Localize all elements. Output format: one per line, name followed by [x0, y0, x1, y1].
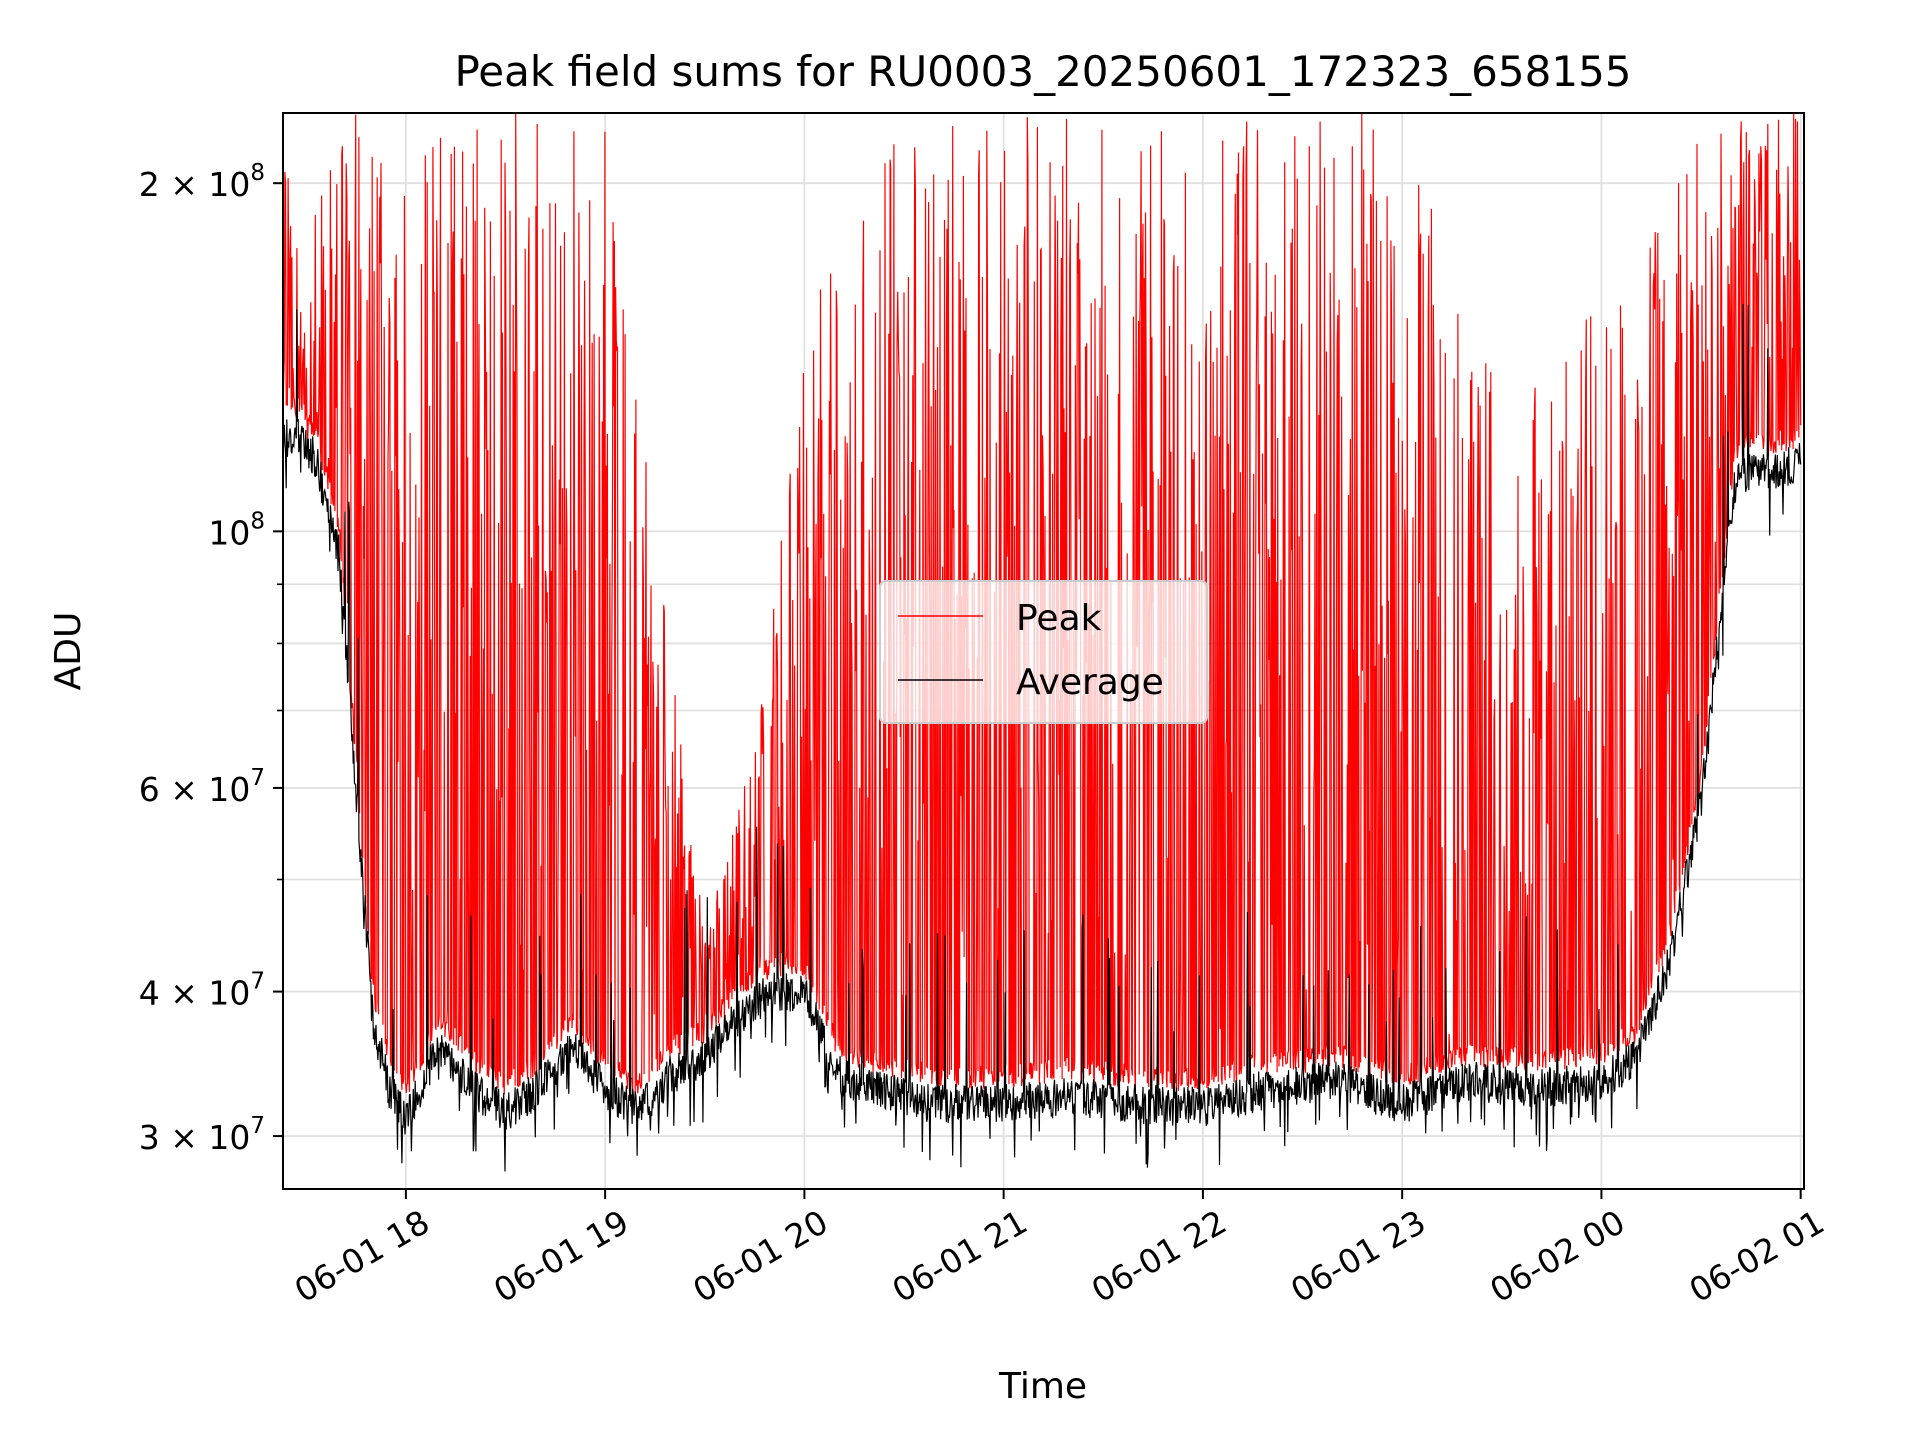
series-line-average — [283, 304, 1802, 1172]
plot-frame — [282, 112, 1805, 1190]
y-tick-label: 6 × 107 — [139, 765, 265, 809]
x-axis-label: Time — [998, 1366, 1087, 1407]
y-axis-label: ADU — [48, 612, 89, 691]
legend-label-peak: Peak — [1016, 598, 1102, 639]
y-axis: 3 × 107 4 × 107 6 × 107 108 2 × 108 — [139, 160, 283, 1157]
y-tick-label: 108 — [208, 508, 265, 552]
legend: Peak Average — [879, 580, 1208, 724]
y-tick-label: 3 × 107 — [139, 1113, 265, 1157]
series-layer — [283, 113, 1802, 1172]
series-line-peak — [283, 113, 1802, 1095]
legend-label-average: Average — [1016, 662, 1164, 703]
y-tick-label: 2 × 108 — [139, 160, 265, 204]
y-tick-label: 4 × 107 — [139, 969, 265, 1013]
chart-title: Peak field sums for RU0003_20250601_1723… — [454, 47, 1631, 96]
